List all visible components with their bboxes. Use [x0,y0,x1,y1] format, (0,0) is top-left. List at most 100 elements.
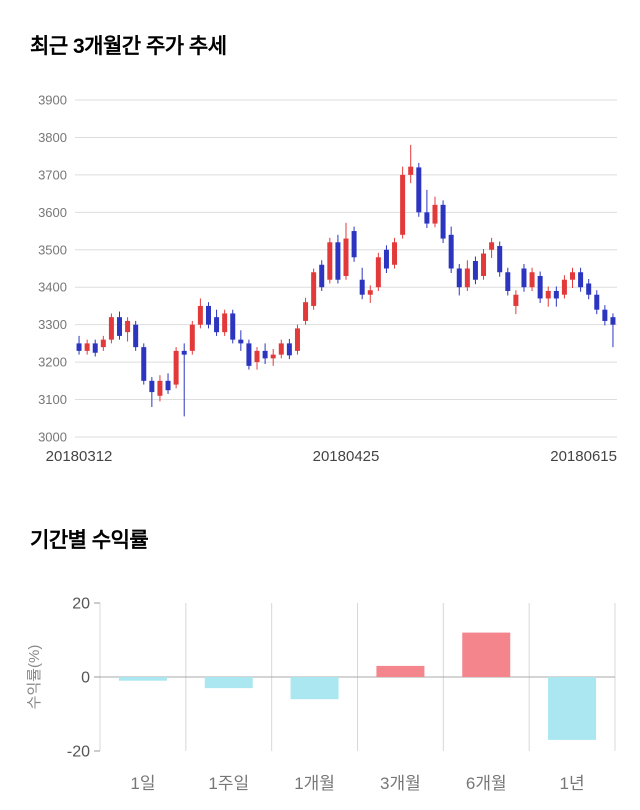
y-tick-label: 3800 [38,130,67,145]
candle-body [521,268,527,288]
return-bar [290,677,339,700]
candle-body [594,294,600,310]
candle-body [456,268,462,288]
y-tick-label: 3200 [38,355,67,370]
candle-body [545,290,551,299]
candle-body [238,339,244,344]
x-tick-label: 20180615 [550,448,617,465]
candle-body [505,272,511,291]
return-bar [118,677,167,681]
candle-body [278,343,284,355]
y-tick-label: 3600 [38,205,67,220]
category-label: 6개월 [466,774,507,793]
candle-body [173,350,179,385]
candle-body [343,238,349,276]
candle-body [262,350,268,359]
y-tick-label: 0 [81,670,90,687]
y-tick-label: 20 [72,596,90,613]
candle-body [294,328,300,351]
candle-body [464,268,470,288]
candle-body [537,275,543,299]
candle-body [610,317,616,325]
y-tick-label: 3000 [38,430,67,445]
return-bar [462,632,511,677]
category-label: 1주일 [208,774,249,793]
return-bar [204,677,253,689]
candle-body [108,317,114,340]
returns-chart-svg: 20 0 -20 1일 1주일 1개월 3개월 6개월 1년 수익률(%) [26,596,616,793]
candle-body [570,272,576,280]
return-bar [548,677,597,740]
candle-body [311,272,317,306]
x-tick-label: 20180312 [46,448,113,465]
candle-body [189,324,195,351]
candle-body [214,317,220,333]
y-tick-label: 3300 [38,317,67,332]
candle-body [513,294,519,306]
price-chart-title: 최근 3개월간 주가 추세 [30,35,227,58]
category-label: 1개월 [294,774,335,793]
category-label: 1일 [130,774,155,793]
y-tick-label: 3100 [38,392,67,407]
candle-body [553,290,559,299]
candle-body [602,309,608,321]
candle-body [181,350,187,355]
candle-body [133,324,139,348]
y-axis-title: 수익률(%) [26,645,43,710]
candle-body [529,272,535,288]
candle-body [270,354,276,359]
candle-body [432,204,438,224]
candle-body [481,253,487,276]
candle-body [100,339,106,348]
candle-body [416,167,422,213]
candle-body [92,343,98,353]
candle-body [286,343,292,356]
candle-body [578,272,584,288]
candle-body [440,204,446,239]
candle-body [116,317,122,336]
candle-body [489,242,495,250]
returns-bar-chart: 20 0 -20 1일 1주일 1개월 3개월 6개월 1년 수익률(%) [25,575,625,805]
candle-body [157,380,163,396]
candle-body [359,279,365,295]
candle-body [125,320,131,333]
candle-body [149,380,155,393]
candle-body [205,305,211,325]
candle-body [165,380,171,391]
candle-body [327,242,333,280]
candle-body [246,343,252,366]
candle-body [141,347,147,381]
candle-body [375,257,381,288]
candle-body [400,174,406,235]
candle-body [424,212,430,224]
category-label: 1년 [560,774,585,793]
candle-body [335,242,341,280]
candle-body [76,343,82,351]
candle-body [230,313,236,340]
candle-body [303,302,309,321]
candle-body [392,242,398,265]
y-tick-label: 3900 [38,93,67,108]
y-tick-label: 3500 [38,242,67,257]
price-chart-svg: 3000 3100 3200 3300 3400 3500 3600 3700 3800 3900… [38,93,617,465]
candle-body [383,249,389,269]
candle-body [222,313,228,333]
returns-chart-title: 기간별 수익률 [30,529,149,552]
candle-body [448,234,454,269]
candle-body [497,246,503,273]
candle-body [84,343,90,351]
candle-body [367,290,373,295]
price-candlestick-chart: 3000 3100 3200 3300 3400 3500 3600 3700 3800 3900… [25,80,625,470]
candle-body [351,231,357,258]
candle-body [472,261,478,280]
category-label: 3개월 [380,774,421,793]
candle-body [586,283,592,295]
y-tick-label: 3700 [38,167,67,182]
candle-body [319,264,325,288]
y-tick-label: -20 [67,744,90,761]
return-bar [376,665,425,677]
y-tick-label: 3400 [38,280,67,295]
candle-body [254,350,260,363]
candle-body [197,305,203,325]
